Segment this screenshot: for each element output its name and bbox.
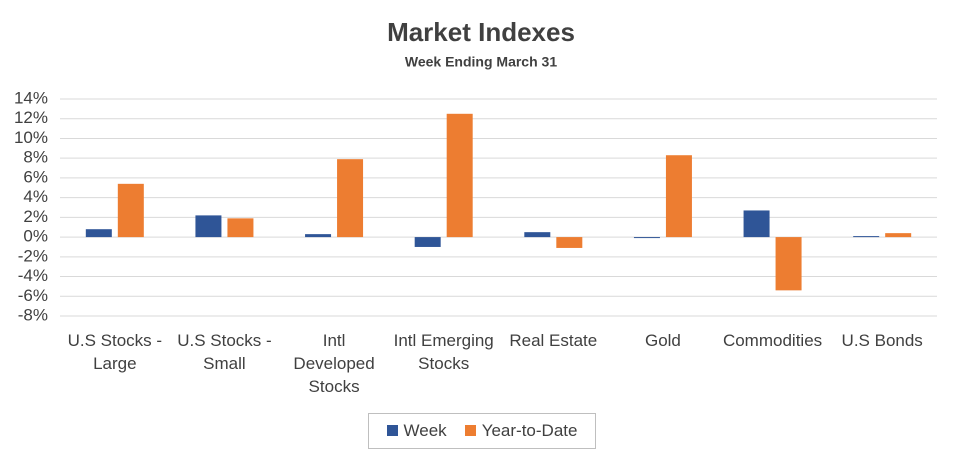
y-tick-label: 2% <box>23 207 48 226</box>
legend-label: Week <box>403 421 447 440</box>
y-tick-label: 6% <box>23 167 48 186</box>
legend-label: Year-to-Date <box>481 421 578 440</box>
y-tick-label: -6% <box>18 286 48 305</box>
legend-swatch <box>386 425 398 436</box>
y-tick-label: -8% <box>18 305 48 324</box>
bar <box>446 113 473 238</box>
bar <box>885 233 912 238</box>
y-tick-label: 8% <box>23 148 48 167</box>
chart-subtitle: Week Ending March 31 <box>405 54 557 70</box>
bar <box>85 229 112 238</box>
bar <box>195 215 222 238</box>
bar <box>305 234 332 238</box>
y-tick-label: 10% <box>14 128 48 147</box>
y-tick-label: 14% <box>14 88 48 107</box>
bar <box>414 237 441 247</box>
legend-swatch <box>464 425 476 436</box>
x-tick-label: U.S Stocks - Small <box>177 331 272 373</box>
bar <box>775 237 802 291</box>
y-tick-label: -4% <box>18 266 48 285</box>
bar <box>665 155 692 238</box>
bar <box>853 236 880 238</box>
x-tick-label: U.S Bonds <box>841 331 923 350</box>
bar <box>117 183 144 238</box>
bar <box>524 232 551 238</box>
legend: Week Year-to-Date <box>368 413 596 449</box>
x-tick-label: U.S Stocks - Large <box>67 331 163 373</box>
legend-item: Year-to-Date <box>464 421 578 441</box>
y-tick-label: 12% <box>14 108 48 127</box>
chart-title: Market Indexes <box>387 17 575 47</box>
bar <box>337 159 364 238</box>
x-tick-label: Real Estate <box>509 331 598 350</box>
y-tick-label: -2% <box>18 246 48 265</box>
x-tick-label: Intl Emerging Stocks <box>393 331 494 373</box>
y-tick-label: 0% <box>23 227 48 246</box>
x-tick-label: Gold <box>644 331 681 350</box>
x-tick-label: Commodities <box>722 331 823 350</box>
y-tick-label: 4% <box>23 187 48 206</box>
bar <box>743 210 770 238</box>
x-tick-label: Intl Developed Stocks <box>293 331 375 396</box>
legend-item: Week <box>386 421 447 441</box>
bar <box>633 237 660 239</box>
bar <box>227 218 254 238</box>
bar <box>556 237 583 248</box>
